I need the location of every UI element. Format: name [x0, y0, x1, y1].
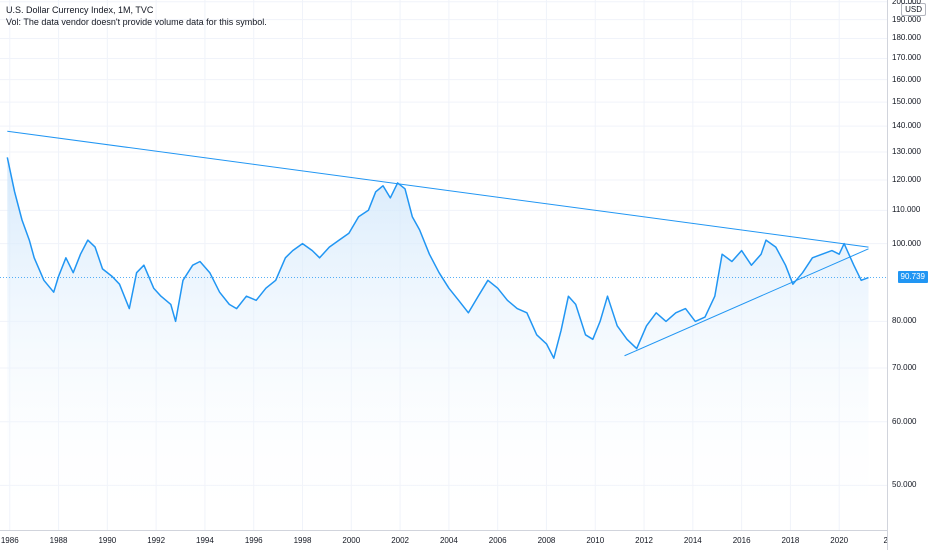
price-tick-label: 160.000	[892, 74, 921, 84]
price-tick-label: 130.000	[892, 147, 921, 157]
year-tick-label: 2018	[782, 536, 800, 545]
series-line	[6, 157, 869, 359]
year-tick-label: 1994	[196, 536, 214, 545]
series-area	[7, 157, 869, 530]
symbol-title: U.S. Dollar Currency Index, 1M, TVC	[6, 5, 154, 15]
year-tick-label: 2006	[489, 536, 507, 545]
price-tick-label: 70.000	[892, 363, 917, 372]
current-price-tag: 90.739	[897, 271, 928, 284]
area-layer	[7, 157, 869, 530]
year-tick-label: 2014	[684, 536, 702, 545]
currency-button[interactable]: USD	[901, 3, 926, 16]
chart-legend: U.S. Dollar Currency Index, 1M, TVC Vol:…	[6, 4, 267, 28]
year-tick-label: 2004	[440, 536, 458, 545]
price-tick-label: 200.000	[892, 0, 921, 6]
year-tick-label: 2002	[391, 536, 409, 545]
time-axis	[0, 530, 888, 531]
year-tick-label: 1990	[98, 536, 116, 545]
year-tick-label: 1996	[245, 536, 263, 545]
x-axis-ticks: 1986 1988 1990 1992 1994 1996 1998 2000 2002 2004…	[1, 536, 893, 545]
series-line-layer	[6, 157, 869, 359]
price-tick-label: 140.000	[892, 121, 921, 131]
year-tick-label: 2008	[538, 536, 556, 545]
price-tick-label: 100.000	[892, 238, 921, 248]
year-tick-label: 1988	[50, 536, 68, 545]
year-tick-label: 2016	[733, 536, 751, 545]
price-tick-label: 190.000	[892, 14, 921, 24]
price-tick-label: 50.000	[892, 480, 917, 490]
year-tick-label: 2020	[830, 536, 848, 545]
trendline[interactable]	[7, 130, 869, 248]
price-tick-label: 170.000	[892, 53, 921, 63]
year-tick-label: 2000	[342, 536, 360, 545]
year-tick-label: 1992	[147, 536, 165, 545]
trendline[interactable]	[624, 248, 869, 357]
price-tick-label: 80.000	[892, 316, 917, 326]
price-tick-label: 150.000	[892, 97, 921, 107]
year-tick-label: 1998	[294, 536, 312, 545]
price-tick-label: 60.000	[892, 416, 917, 426]
price-tick-label: 180.000	[892, 33, 921, 43]
year-tick-label: 1986	[1, 536, 19, 545]
price-tick-label: 120.000	[892, 174, 921, 184]
trendlines[interactable]	[7, 130, 869, 357]
volume-note: Vol: The data vendor doesn't provide vol…	[6, 17, 267, 27]
year-tick-label: 2010	[586, 536, 604, 545]
price-tick-label: 110.000	[892, 205, 921, 215]
year-tick-label: 2012	[635, 536, 653, 545]
